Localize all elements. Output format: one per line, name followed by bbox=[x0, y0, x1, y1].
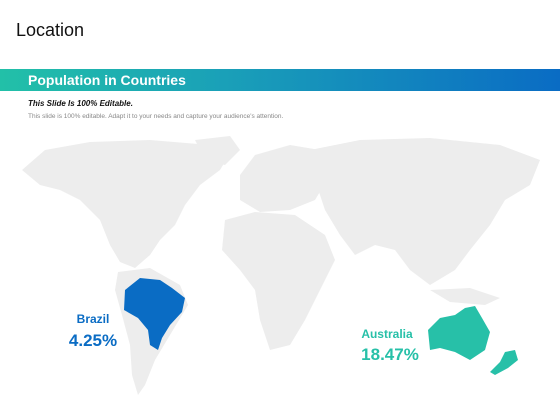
new-zealand bbox=[490, 350, 518, 375]
brazil bbox=[124, 278, 185, 350]
banner: Population in Countries bbox=[0, 69, 560, 91]
europe bbox=[240, 145, 330, 212]
intro-text: This slide is 100% editable. Adapt it to… bbox=[28, 113, 284, 120]
australia bbox=[428, 306, 490, 360]
north-america bbox=[22, 140, 232, 268]
country-value: 18.47% bbox=[361, 345, 419, 364]
greenland bbox=[195, 136, 240, 165]
intro-heading: This Slide Is 100% Editable. bbox=[28, 99, 133, 108]
country-value: 4.25% bbox=[69, 331, 117, 350]
indonesia bbox=[430, 288, 500, 305]
asia bbox=[310, 138, 540, 285]
country-name: Australia bbox=[361, 327, 413, 341]
continents bbox=[22, 136, 540, 395]
country-name: Brazil bbox=[77, 312, 110, 326]
slide-title: Location bbox=[16, 20, 85, 40]
africa bbox=[222, 212, 335, 350]
banner-title: Population in Countries bbox=[28, 72, 186, 88]
